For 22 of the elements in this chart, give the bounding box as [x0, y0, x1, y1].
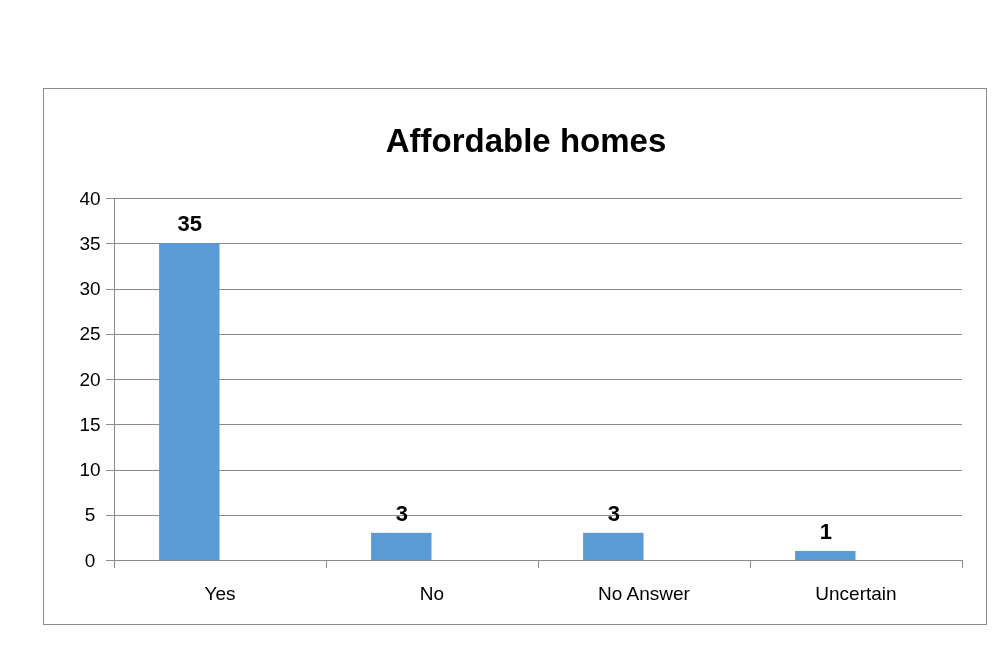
data-label: 3: [607, 500, 620, 526]
bar: [795, 550, 856, 560]
y-tick-label: 30: [79, 278, 101, 300]
y-tick-label: 25: [79, 323, 101, 345]
bar: [371, 532, 432, 560]
y-tick-label: 10: [79, 459, 101, 481]
y-tick-label: 35: [79, 232, 101, 254]
x-tick-label: No: [419, 583, 445, 604]
data-label: 1: [819, 518, 832, 544]
data-label: 3: [395, 500, 408, 526]
data-label: 35: [177, 211, 203, 237]
chart-title: Affordable homes: [385, 122, 667, 159]
bar: [583, 532, 644, 560]
y-tick-label: 5: [84, 504, 96, 526]
x-tick-label: Uncertain: [815, 583, 897, 604]
y-tick-label: 0: [84, 549, 96, 571]
bar: [159, 243, 220, 560]
y-tick-label: 20: [79, 368, 101, 390]
y-tick-label: 40: [79, 187, 101, 209]
y-tick-label: 15: [79, 413, 101, 435]
x-tick-label: Yes: [204, 583, 236, 604]
x-tick-label: No Answer: [598, 583, 691, 604]
